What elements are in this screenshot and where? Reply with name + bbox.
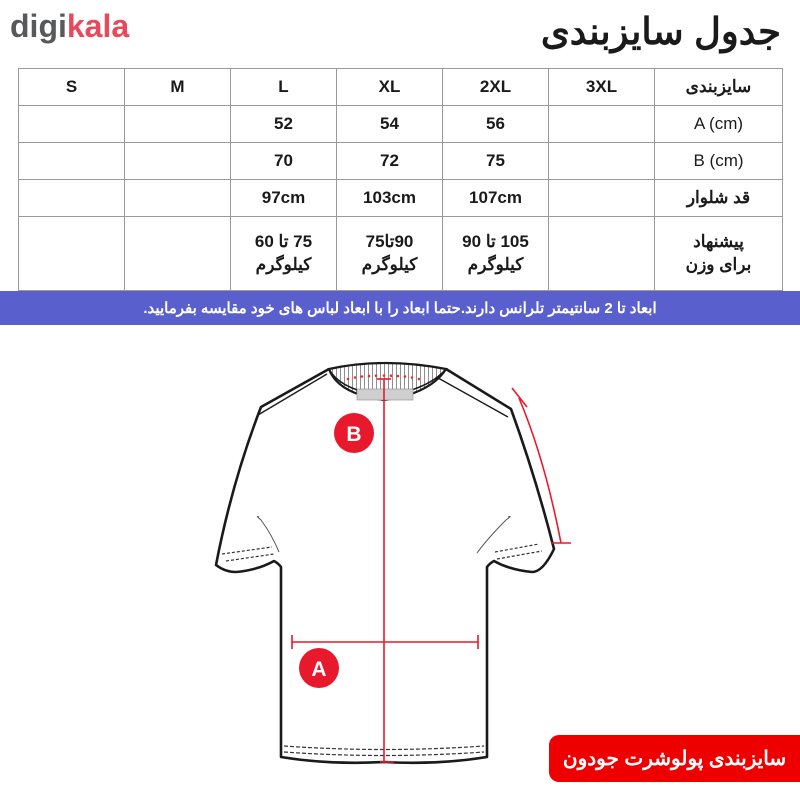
svg-text:B: B xyxy=(346,423,361,446)
svg-text:A: A xyxy=(311,658,326,681)
